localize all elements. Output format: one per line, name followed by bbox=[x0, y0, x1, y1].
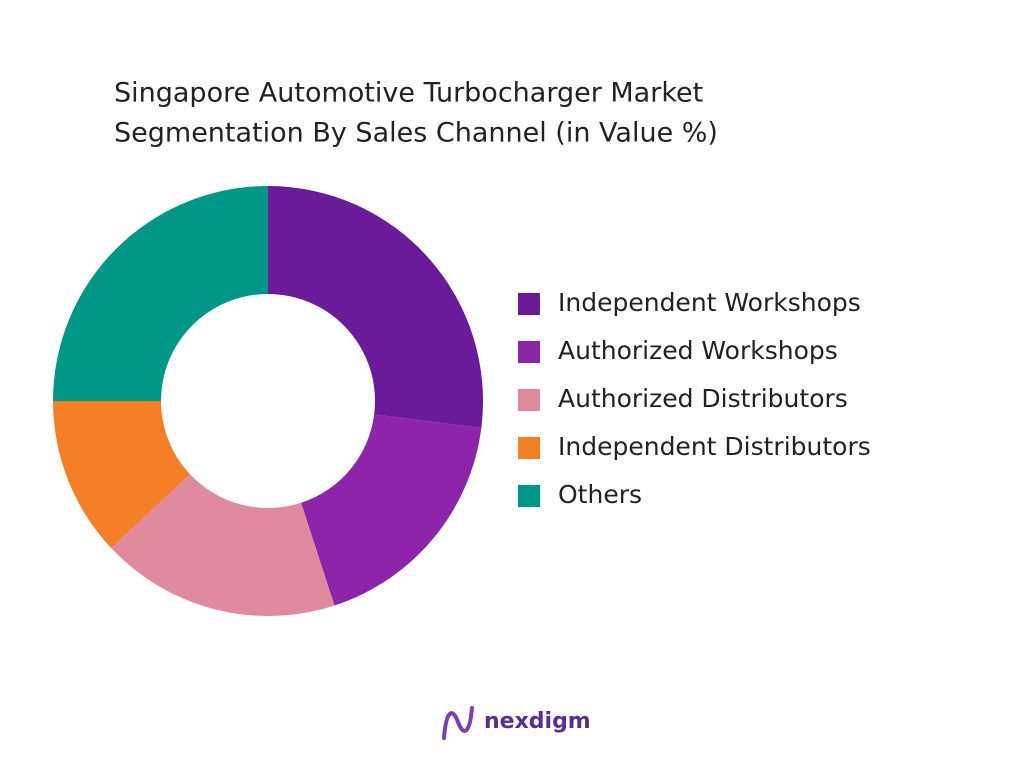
chart-title: Segmentation By Sales Channel (in Value … bbox=[114, 118, 718, 149]
legend-label: Independent Workshops bbox=[558, 288, 861, 317]
chart-title: Singapore Automotive Turbocharger Market bbox=[114, 78, 703, 109]
legend-swatch bbox=[518, 389, 540, 411]
donut-segment bbox=[111, 474, 335, 616]
legend-label: Authorized Distributors bbox=[558, 384, 848, 413]
donut-segment bbox=[53, 401, 191, 549]
logo-icon bbox=[442, 706, 474, 740]
legend-label: Others bbox=[558, 480, 642, 509]
legend-swatch bbox=[518, 341, 540, 363]
donut-segment bbox=[53, 186, 268, 401]
legend-swatch bbox=[518, 437, 540, 459]
logo: nexdigm bbox=[442, 706, 591, 740]
brand-name: nexdigm bbox=[484, 709, 591, 734]
donut-segment bbox=[301, 414, 482, 606]
legend-label: Authorized Workshops bbox=[558, 336, 838, 365]
legend-swatch bbox=[518, 293, 540, 315]
legend-label: Independent Distributors bbox=[558, 432, 871, 461]
donut-segment bbox=[268, 186, 484, 428]
legend-swatch bbox=[518, 485, 540, 507]
